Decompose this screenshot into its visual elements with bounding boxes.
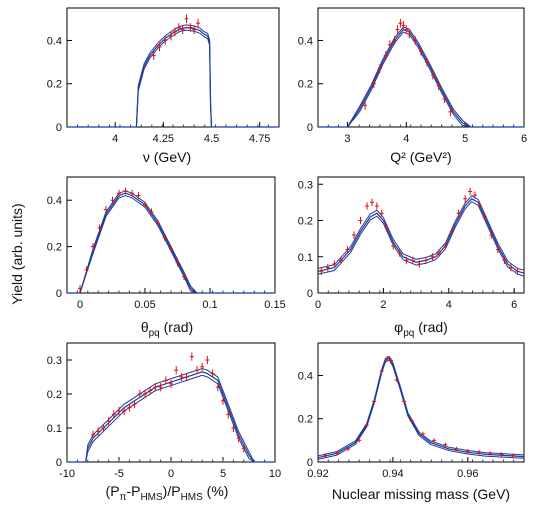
x-axis-label-theta: θpq (rad) <box>141 319 193 339</box>
y-tick-label: 0.2 <box>47 242 62 254</box>
y-tick-label: 0.2 <box>298 414 313 426</box>
model-curve <box>317 195 525 271</box>
mom-part-2: -P <box>126 483 140 499</box>
x-tick-label: 0.1 <box>202 299 217 311</box>
x-axis-label-nu: ν (GeV) <box>143 149 191 165</box>
y-axis-label: Yield (arb. units) <box>9 203 25 304</box>
y-tick-label: 0.4 <box>298 370 313 382</box>
x-tick-label: 0 <box>168 468 174 480</box>
mom-sub-hms-1: HMS <box>140 492 163 503</box>
mom-unit: (%) <box>203 483 229 499</box>
model-curve <box>317 201 525 277</box>
y-tick-label: 0.3 <box>47 355 62 367</box>
theta-unit: (rad) <box>160 319 193 335</box>
model-curve <box>67 190 275 294</box>
y-tick-label: 0 <box>307 122 313 134</box>
theta-subscript: pq <box>149 328 160 339</box>
x-tick-label: 6 <box>521 133 527 145</box>
y-tick-label: 0.1 <box>47 423 62 435</box>
model-curve <box>67 29 279 128</box>
x-tick-label: 5 <box>220 468 226 480</box>
x-axis-label-momentum: (Pπ-PHMS)/PHMS (%) <box>106 483 229 503</box>
x-tick-label: 0.96 <box>457 468 478 480</box>
panel-q2: 3 4 5 6 0 0.2 0.4 <box>298 7 527 145</box>
model-curve <box>318 31 524 128</box>
model-curve <box>67 26 279 128</box>
y-tick-label: 0.2 <box>298 79 313 91</box>
mom-sub-hms-2: HMS <box>181 492 204 503</box>
x-tick-label: 10 <box>269 468 281 480</box>
y-tick-label: 0 <box>56 122 62 134</box>
y-tick-label: 0.4 <box>298 35 313 47</box>
x-tick-label: 4 <box>112 133 118 145</box>
model-curve <box>317 355 525 457</box>
x-tick-label: 0.92 <box>307 468 328 480</box>
phi-subscript: pq <box>403 328 414 339</box>
y-tick-label: 0.2 <box>47 389 62 401</box>
x-tick-label: -5 <box>114 468 124 480</box>
x-tick-label: 4.5 <box>204 133 219 145</box>
y-tick-label: 0.2 <box>298 216 313 228</box>
model-curve <box>67 374 275 463</box>
x-tick-label: 0 <box>315 299 321 311</box>
x-tick-label: 4.75 <box>249 133 270 145</box>
y-tick-label: 0.3 <box>298 179 313 191</box>
panel-phi-pq: 0 2 4 6 0 0.1 0.2 0.3 <box>298 176 525 311</box>
panel-momentum-deviation: -10 -5 0 5 10 0 0.1 0.2 0.3 <box>47 342 281 480</box>
panel-nu: 4 4.25 4.5 4.75 0 0.2 0.4 <box>47 7 280 145</box>
x-tick-label: 6 <box>511 299 517 311</box>
x-tick-label: 5 <box>462 133 468 145</box>
x-tick-label: 0 <box>77 299 83 311</box>
plot-frame <box>317 7 525 128</box>
y-tick-label: 0 <box>56 288 62 300</box>
phi-unit: (rad) <box>414 319 447 335</box>
x-axis-label-q2: Q² (GeV²) <box>390 149 451 165</box>
mom-part-1: (P <box>106 483 120 499</box>
x-tick-label: 4 <box>446 299 452 311</box>
x-tick-label: 4 <box>403 133 409 145</box>
model-curve <box>67 195 275 294</box>
x-tick-label: 4.25 <box>153 133 174 145</box>
x-tick-label: -10 <box>59 468 75 480</box>
x-tick-label: 3 <box>344 133 350 145</box>
y-tick-label: 0 <box>307 457 313 469</box>
x-axis-label-missing-mass: Nuclear missing mass (GeV) <box>332 486 510 502</box>
x-tick-label: 0.05 <box>134 299 155 311</box>
model-curve <box>67 367 275 463</box>
y-tick-label: 0.2 <box>47 79 62 91</box>
mom-part-3: )/P <box>163 483 181 499</box>
model-curve <box>318 26 524 128</box>
phi-symbol: φ <box>394 319 403 335</box>
model-curve <box>67 192 275 294</box>
mom-sub-pi: π <box>120 492 127 503</box>
y-tick-label: 0.4 <box>47 35 62 47</box>
y-tick-label: 0 <box>307 288 313 300</box>
y-tick-label: 0.4 <box>47 195 62 207</box>
x-axis-label-phi: φpq (rad) <box>394 319 448 339</box>
x-tick-label: 2 <box>380 299 386 311</box>
plot-frame <box>66 7 280 128</box>
x-tick-label: 0.15 <box>264 299 285 311</box>
model-curve <box>67 371 275 463</box>
model-curve <box>317 198 525 274</box>
model-curve <box>317 357 525 459</box>
model-curve <box>318 28 524 128</box>
x-tick-label: 0.94 <box>382 468 403 480</box>
panel-theta-pq: 0 0.05 0.1 0.15 0 0.2 0.4 <box>47 176 286 311</box>
panel-missing-mass: 0.92 0.94 0.96 0 0.2 0.4 <box>298 342 525 480</box>
y-tick-label: 0.1 <box>298 252 313 264</box>
theta-symbol: θ <box>141 319 149 335</box>
model-curve <box>67 24 279 128</box>
y-tick-label: 0 <box>56 457 62 469</box>
